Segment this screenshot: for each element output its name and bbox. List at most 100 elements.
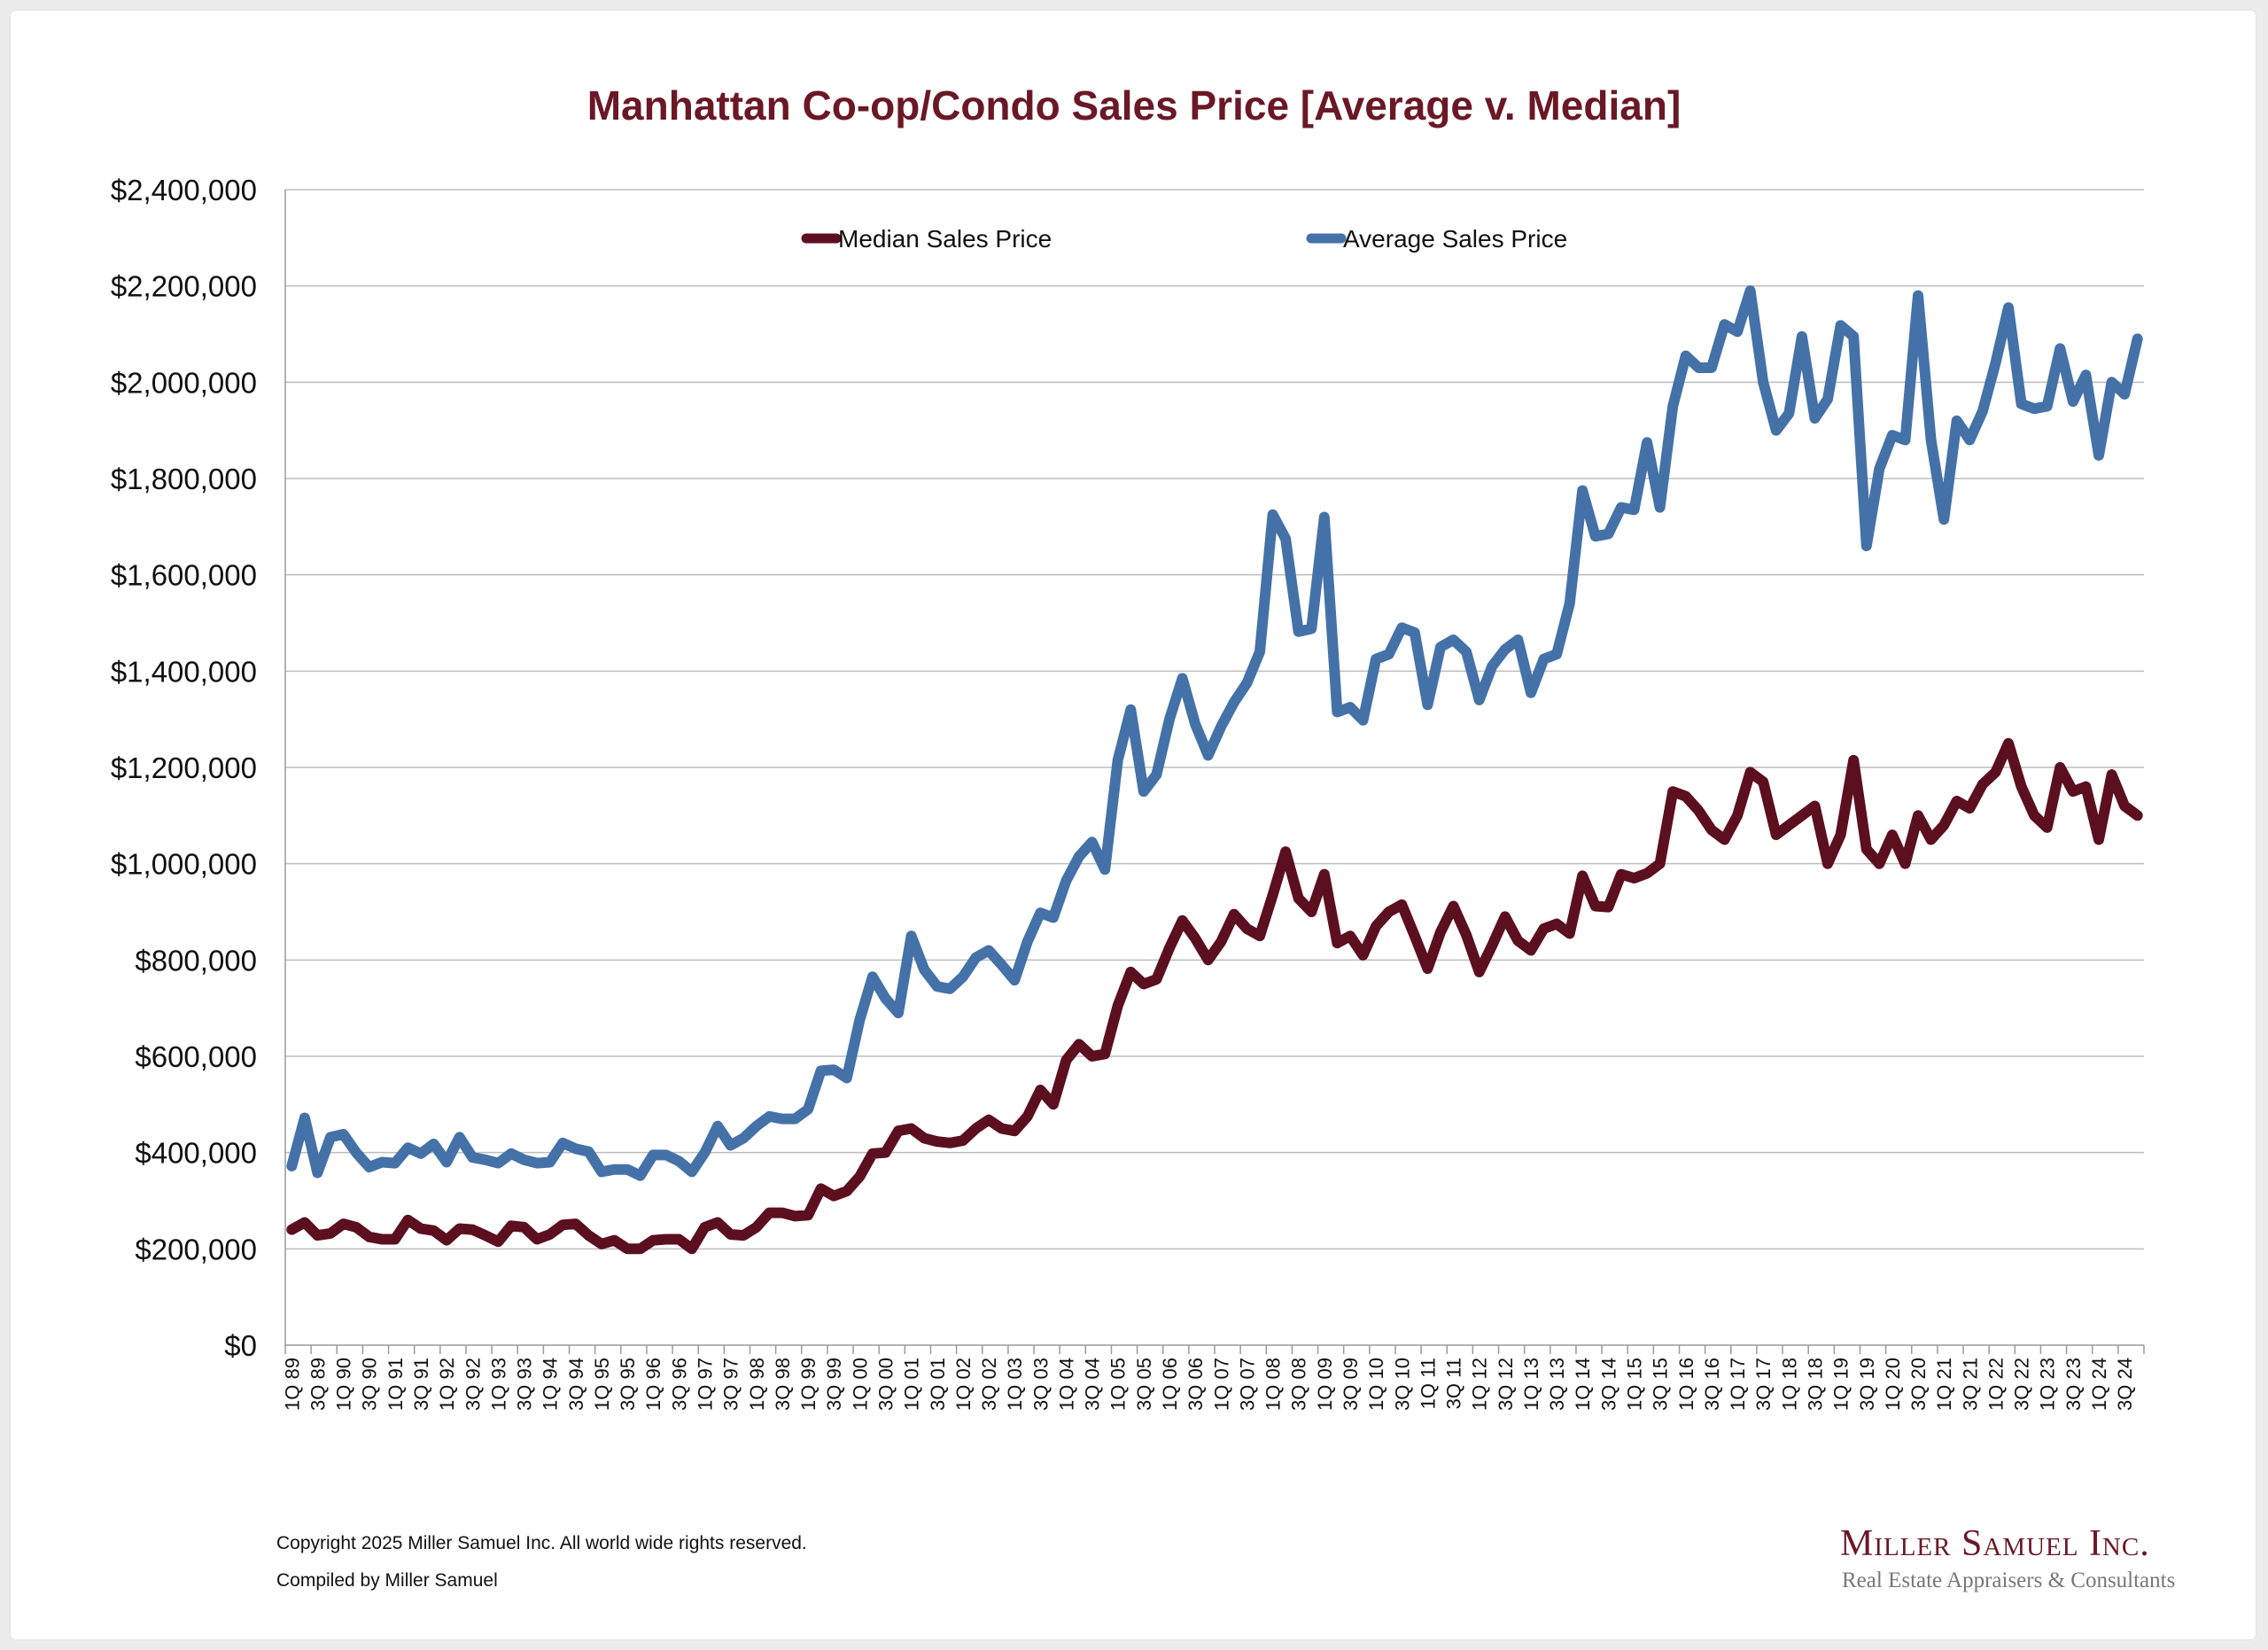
x-tick-label: 1Q 07 bbox=[1210, 1358, 1232, 1411]
company-logo-tagline: Real Estate Appraisers & Consultants bbox=[1842, 1568, 2176, 1592]
y-tick-label: $400,000 bbox=[135, 1137, 257, 1170]
x-tick-label: 1Q 17 bbox=[1727, 1358, 1749, 1411]
x-tick-label: 3Q 09 bbox=[1340, 1358, 1362, 1411]
x-tick-label: 1Q 20 bbox=[1882, 1358, 1904, 1411]
x-tick-label: 1Q 03 bbox=[1004, 1358, 1026, 1411]
x-tick-label: 3Q 89 bbox=[307, 1358, 329, 1411]
x-tick-label: 1Q 92 bbox=[436, 1358, 458, 1411]
x-tick-label: 3Q 94 bbox=[565, 1358, 587, 1411]
y-axis-tick-labels: $0 $200,000 $400,000 $600,000 $800,000 $1,000… bbox=[111, 174, 257, 1362]
y-tick-label: $1,200,000 bbox=[111, 751, 257, 784]
y-tick-label: $2,000,000 bbox=[111, 366, 257, 399]
x-tick-label: 3Q 02 bbox=[978, 1358, 1000, 1411]
series-line-average-sales-price bbox=[286, 285, 2143, 1181]
chart-title: Manhattan Co-op/Condo Sales Price [Avera… bbox=[586, 82, 1682, 128]
x-tick-label: 3Q 93 bbox=[514, 1358, 536, 1411]
x-tick-label: 1Q 94 bbox=[540, 1358, 562, 1411]
x-tick-label: 3Q 06 bbox=[1184, 1358, 1207, 1411]
x-tick-label: 3Q 12 bbox=[1495, 1358, 1517, 1411]
x-tick-label: 3Q 18 bbox=[1804, 1358, 1826, 1411]
legend: Median Sales Price Average Sales Price bbox=[801, 225, 1567, 253]
y-tick-label: $800,000 bbox=[135, 944, 257, 977]
legend-label: Median Sales Price bbox=[838, 225, 1052, 253]
x-tick-label: 1Q 00 bbox=[849, 1358, 871, 1411]
x-tick-label: 1Q 98 bbox=[746, 1358, 768, 1411]
x-tick-label: 3Q 23 bbox=[2062, 1358, 2085, 1411]
x-tick-label: 3Q 10 bbox=[1391, 1358, 1413, 1411]
x-tick-label: 3Q 90 bbox=[359, 1358, 381, 1411]
y-tick-label: $1,000,000 bbox=[111, 848, 257, 881]
x-tick-label: 1Q 24 bbox=[2088, 1358, 2110, 1411]
x-tick-label: 3Q 24 bbox=[2114, 1358, 2136, 1411]
x-tick-label: 3Q 05 bbox=[1133, 1358, 1155, 1411]
x-tick-label: 1Q 05 bbox=[1107, 1358, 1130, 1411]
x-tick-label: 1Q 16 bbox=[1675, 1358, 1697, 1411]
legend-label: Average Sales Price bbox=[1343, 225, 1567, 253]
y-tick-label: $600,000 bbox=[135, 1040, 257, 1073]
x-tick-label: 3Q 96 bbox=[668, 1358, 690, 1411]
x-tick-label: 1Q 97 bbox=[695, 1358, 717, 1411]
x-tick-label: 3Q 98 bbox=[772, 1358, 794, 1411]
x-tick-label: 1Q 21 bbox=[1933, 1358, 1955, 1411]
y-tick-label: $1,800,000 bbox=[111, 463, 257, 495]
x-tick-label: 3Q 04 bbox=[1082, 1358, 1104, 1411]
x-tick-label: 3Q 14 bbox=[1597, 1358, 1619, 1411]
x-tick-label: 3Q 99 bbox=[823, 1358, 845, 1411]
company-logo-name: Miller Samuel Inc. bbox=[1840, 1523, 2150, 1564]
x-tick-label: 1Q 99 bbox=[797, 1358, 819, 1411]
x-tick-label: 3Q 22 bbox=[2011, 1358, 2033, 1411]
x-tick-label: 3Q 20 bbox=[1907, 1358, 1930, 1411]
x-tick-label: 1Q 90 bbox=[333, 1358, 355, 1411]
x-tick-label: 3Q 16 bbox=[1701, 1358, 1723, 1411]
x-tick-label: 1Q 91 bbox=[384, 1358, 407, 1411]
x-tick-label: 1Q 10 bbox=[1365, 1358, 1387, 1411]
x-tick-label: 1Q 22 bbox=[1984, 1358, 2007, 1411]
x-tick-label: 3Q 07 bbox=[1236, 1358, 1258, 1411]
x-axis-tick-labels: 1Q 89 3Q 89 1Q 90 3Q 90 1Q 91 3Q 91 1Q 92 3Q 92… bbox=[281, 1358, 2136, 1411]
y-tick-label: $1,600,000 bbox=[111, 559, 257, 592]
x-tick-label: 1Q 19 bbox=[1830, 1358, 1852, 1411]
x-tick-label: 3Q 17 bbox=[1752, 1358, 1775, 1411]
x-tick-label: 3Q 21 bbox=[1959, 1358, 1981, 1411]
x-tick-label: 1Q 02 bbox=[952, 1358, 975, 1411]
y-tick-label: $1,400,000 bbox=[111, 655, 257, 688]
compiled-by-text: Compiled by Miller Samuel bbox=[276, 1570, 498, 1591]
copyright-text: Copyright 2025 Miller Samuel Inc. All wo… bbox=[276, 1533, 807, 1553]
gridlines bbox=[285, 189, 2144, 1250]
x-tick-label: 3Q 15 bbox=[1650, 1358, 1672, 1411]
x-tick-label: 1Q 12 bbox=[1469, 1358, 1491, 1411]
x-tick-label: 3Q 11 bbox=[1443, 1358, 1465, 1409]
x-tick-label: 1Q 89 bbox=[281, 1358, 303, 1411]
x-tick-label: 1Q 96 bbox=[642, 1358, 664, 1411]
x-tick-label: 1Q 18 bbox=[1778, 1358, 1800, 1411]
x-tick-label: 3Q 92 bbox=[462, 1358, 484, 1411]
x-tick-label: 3Q 19 bbox=[1856, 1358, 1878, 1411]
x-tick-label: 1Q 11 bbox=[1417, 1358, 1439, 1409]
y-tick-label: $2,400,000 bbox=[111, 174, 257, 206]
y-tick-label: $200,000 bbox=[135, 1233, 257, 1265]
x-tick-label: 3Q 03 bbox=[1029, 1358, 1052, 1411]
y-tick-label: $2,200,000 bbox=[111, 270, 257, 303]
x-tick-label: 1Q 04 bbox=[1055, 1358, 1077, 1411]
x-tick-label: 3Q 97 bbox=[720, 1358, 742, 1411]
x-tick-label: 3Q 95 bbox=[617, 1358, 639, 1411]
x-tick-label: 3Q 91 bbox=[410, 1358, 432, 1411]
series-line-median-sales-price bbox=[286, 737, 2143, 1255]
x-tick-label: 1Q 95 bbox=[591, 1358, 613, 1411]
x-tick-label: 1Q 93 bbox=[487, 1358, 509, 1411]
x-tick-label: 3Q 00 bbox=[874, 1358, 897, 1411]
x-tick-label: 1Q 01 bbox=[901, 1358, 923, 1411]
axes bbox=[284, 190, 2145, 1354]
x-tick-label: 3Q 08 bbox=[1288, 1358, 1310, 1411]
x-tick-label: 1Q 13 bbox=[1520, 1358, 1542, 1411]
x-tick-label: 1Q 23 bbox=[2037, 1358, 2059, 1411]
x-tick-label: 3Q 01 bbox=[927, 1358, 949, 1411]
chart-page bbox=[11, 11, 2256, 1639]
x-tick-label: 3Q 13 bbox=[1546, 1358, 1568, 1411]
x-tick-label: 1Q 09 bbox=[1314, 1358, 1336, 1411]
y-tick-label: $0 bbox=[224, 1329, 257, 1362]
series-lines bbox=[286, 285, 2143, 1255]
x-tick-label: 1Q 08 bbox=[1262, 1358, 1285, 1411]
x-tick-label: 1Q 15 bbox=[1624, 1358, 1646, 1411]
